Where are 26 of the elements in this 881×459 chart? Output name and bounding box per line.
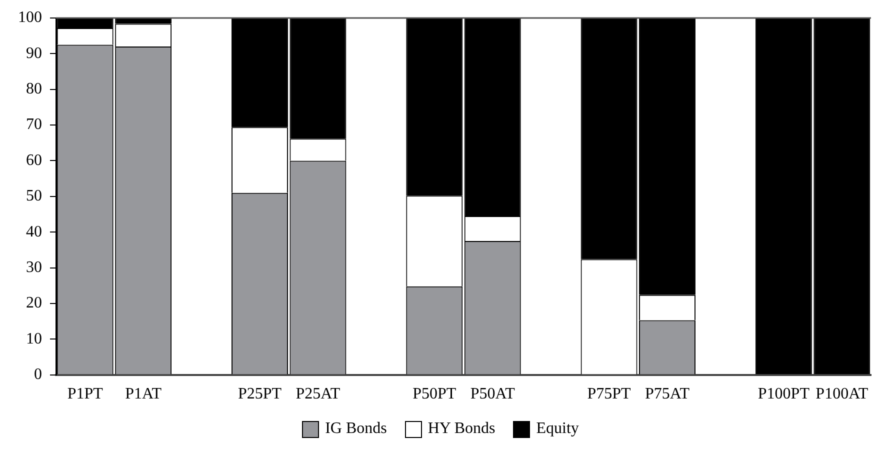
y-tick-label: 100 (18, 9, 42, 26)
y-tick-label: 0 (34, 366, 42, 384)
legend-label: IG Bonds (325, 420, 387, 438)
y-tick-label: 70 (26, 116, 42, 134)
y-tick-label: 90 (26, 44, 42, 62)
x-tick-label: P25AT (296, 386, 340, 403)
x-tick-label: P100PT (758, 386, 810, 403)
legend-label: HY Bonds (428, 420, 496, 438)
y-tick-label: 40 (26, 223, 42, 240)
x-tick-label: P25PT (238, 386, 282, 403)
y-tick-label: 20 (26, 294, 42, 312)
x-tick-label: P50AT (470, 386, 516, 403)
legend-label: Equity (536, 420, 579, 438)
x-tick-label: P50PT (412, 386, 456, 403)
x-tick-label: P100AT (816, 386, 868, 403)
x-tick-label: P75PT (587, 386, 632, 403)
bar (814, 18, 870, 374)
y-tick-label: 80 (26, 80, 42, 98)
y-tick-label: 10 (26, 330, 42, 348)
y-tick-label: 50 (26, 188, 42, 205)
x-tick-label: P1PT (67, 386, 104, 403)
x-tick-label: P1AT (125, 386, 162, 403)
y-tick-label: 60 (26, 152, 42, 169)
y-tick-label: 30 (26, 258, 42, 276)
x-tick-label: P75AT (645, 386, 690, 403)
bar (755, 18, 812, 374)
